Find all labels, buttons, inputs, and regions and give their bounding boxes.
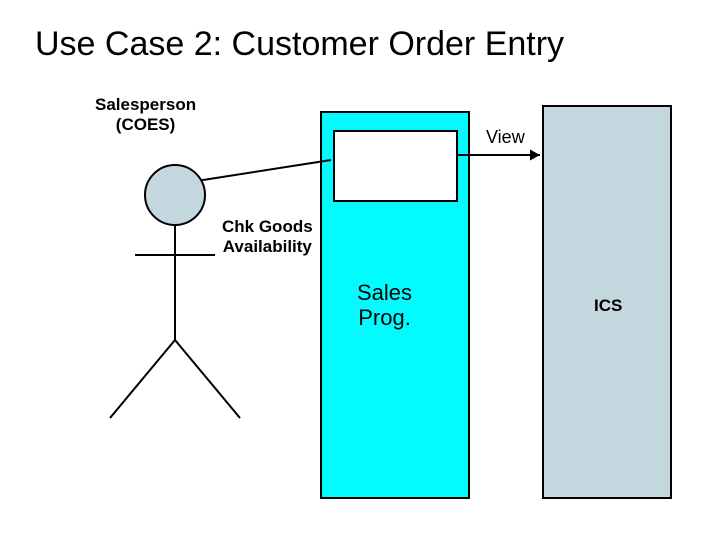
view-label: View bbox=[486, 127, 525, 148]
chk-goods-label: Chk Goods Availability bbox=[222, 217, 313, 256]
ics-label: ICS bbox=[594, 296, 622, 316]
sales-prog-label: Sales Prog. bbox=[357, 280, 412, 331]
white-inner-box bbox=[333, 130, 458, 202]
actor-label: Salesperson (COES) bbox=[95, 95, 196, 134]
page-title: Use Case 2: Customer Order Entry bbox=[35, 25, 564, 64]
